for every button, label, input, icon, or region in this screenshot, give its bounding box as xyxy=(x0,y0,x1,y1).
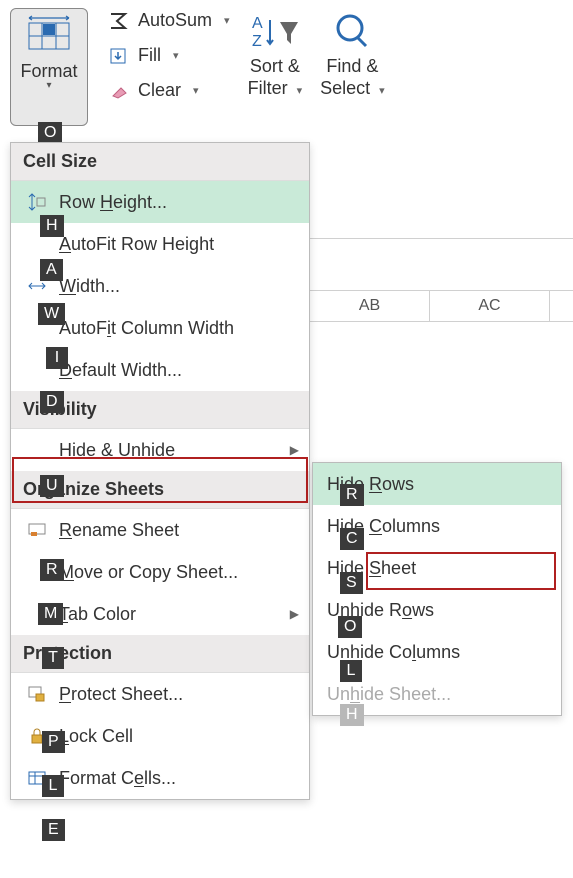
format-menu: Cell Size Row Height... AutoFit Row Heig… xyxy=(10,142,310,800)
chevron-right-icon: ▶ xyxy=(290,607,299,621)
keytip-default-width: D xyxy=(40,391,64,413)
autofit-row-label: AutoFit Row Height xyxy=(59,234,299,255)
svg-text:A: A xyxy=(252,15,263,32)
keytip-autofit-row: A xyxy=(40,259,63,281)
column-header-ac[interactable]: AC xyxy=(430,291,550,321)
column-header-ab[interactable]: AB xyxy=(310,291,430,321)
clear-button[interactable]: Clear ▾ xyxy=(106,80,230,101)
keytip-hide-cols: C xyxy=(340,528,364,550)
autosum-label: AutoSum xyxy=(138,10,212,31)
sheet-tab-icon xyxy=(25,523,49,537)
keytip-row-height: H xyxy=(40,215,64,237)
sort-filter-button[interactable]: AZ Sort &Filter ▾ xyxy=(248,8,303,99)
keytip-autofit-col: I xyxy=(46,347,68,369)
keytip-format-cells: E xyxy=(42,819,65,841)
chevron-down-icon: ▾ xyxy=(173,49,179,62)
chevron-down-icon: ▾ xyxy=(224,14,230,27)
fill-label: Fill xyxy=(138,45,161,66)
keytip-width: W xyxy=(38,303,65,325)
keytip-unhide-rows: O xyxy=(338,616,362,638)
autofit-col-label: AutoFit Column Width xyxy=(59,318,299,339)
eraser-icon xyxy=(106,81,130,101)
keytip-hide-rows: R xyxy=(340,484,364,506)
width-label: Width... xyxy=(59,276,299,297)
keytip-rename: R xyxy=(40,559,64,581)
row-height-icon xyxy=(25,192,49,212)
chevron-down-icon: ▾ xyxy=(193,84,199,97)
hide-unhide-label: Hide & Unhide xyxy=(59,440,290,461)
sort-label-1: Sort & xyxy=(250,56,300,76)
row-height-label: Row Height... xyxy=(59,192,299,213)
lock-label: Lock Cell xyxy=(59,726,299,747)
format-label: Format xyxy=(20,61,77,82)
unhide-sheet-label: Unhide Sheet... xyxy=(327,684,551,705)
keytip-protect: P xyxy=(42,731,65,753)
chevron-down-icon: ▾ xyxy=(46,80,51,91)
tab-color-label: Tab Color xyxy=(59,604,290,625)
worksheet-columns: AB AC xyxy=(310,290,573,322)
find-select-button[interactable]: Find &Select ▾ xyxy=(320,8,385,99)
keytip-unhide-cols: L xyxy=(340,660,362,682)
ribbon-editing-group: AutoSum ▾ Fill ▾ Clear ▾ xyxy=(106,8,230,101)
protect-label: Protect Sheet... xyxy=(59,684,299,705)
default-width-label: Default Width... xyxy=(59,360,299,381)
menu-rename-sheet[interactable]: Rename Sheet xyxy=(11,509,309,551)
sort-label-2: Filter xyxy=(248,78,288,98)
move-label: Move or Copy Sheet... xyxy=(59,562,299,583)
keytip-tab-color: T xyxy=(42,647,64,669)
ribbon: Format ▾ AutoSum ▾ Fill ▾ Clear ▾ AZ xyxy=(0,0,573,140)
sheet-separator xyxy=(310,238,573,239)
find-label-1: Find & xyxy=(326,56,378,76)
find-label-2: Select xyxy=(320,78,370,98)
keytip-lock: L xyxy=(42,775,64,797)
fill-down-icon xyxy=(106,46,130,66)
autosum-button[interactable]: AutoSum ▾ xyxy=(106,10,230,31)
search-icon xyxy=(330,10,374,54)
rename-label: Rename Sheet xyxy=(59,520,299,541)
menu-protect-sheet[interactable]: Protect Sheet... xyxy=(11,673,309,715)
chevron-right-icon: ▶ xyxy=(290,443,299,457)
format-cells-label: Format Cells... xyxy=(59,768,299,789)
keytip-hide-unhide: U xyxy=(40,475,64,497)
clear-label: Clear xyxy=(138,80,181,101)
keytip-hide-sheet: S xyxy=(340,572,363,594)
menu-hide-unhide[interactable]: Hide & Unhide ▶ xyxy=(11,429,309,471)
format-button[interactable]: Format ▾ xyxy=(10,8,88,126)
keytip-move: M xyxy=(38,603,63,625)
fill-button[interactable]: Fill ▾ xyxy=(106,45,230,66)
section-cell-size: Cell Size xyxy=(11,143,309,181)
sigma-icon xyxy=(106,11,130,31)
format-icon xyxy=(27,15,71,51)
keytip-unhide-sheet: H xyxy=(340,704,364,726)
keytip-format: O xyxy=(38,122,62,144)
sort-filter-icon: AZ xyxy=(250,10,300,54)
protect-icon xyxy=(25,686,49,702)
svg-text:Z: Z xyxy=(252,33,262,50)
